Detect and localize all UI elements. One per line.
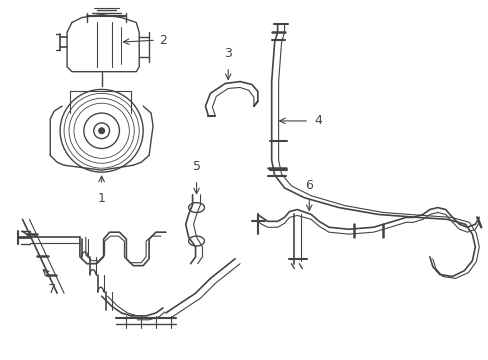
Text: 7: 7 bbox=[48, 283, 56, 296]
Text: 1: 1 bbox=[98, 192, 105, 205]
Text: 2: 2 bbox=[159, 34, 166, 47]
Text: 6: 6 bbox=[305, 179, 312, 192]
Text: 4: 4 bbox=[314, 114, 322, 127]
Text: 5: 5 bbox=[192, 160, 200, 173]
Circle shape bbox=[99, 128, 104, 134]
Text: 3: 3 bbox=[224, 47, 232, 60]
